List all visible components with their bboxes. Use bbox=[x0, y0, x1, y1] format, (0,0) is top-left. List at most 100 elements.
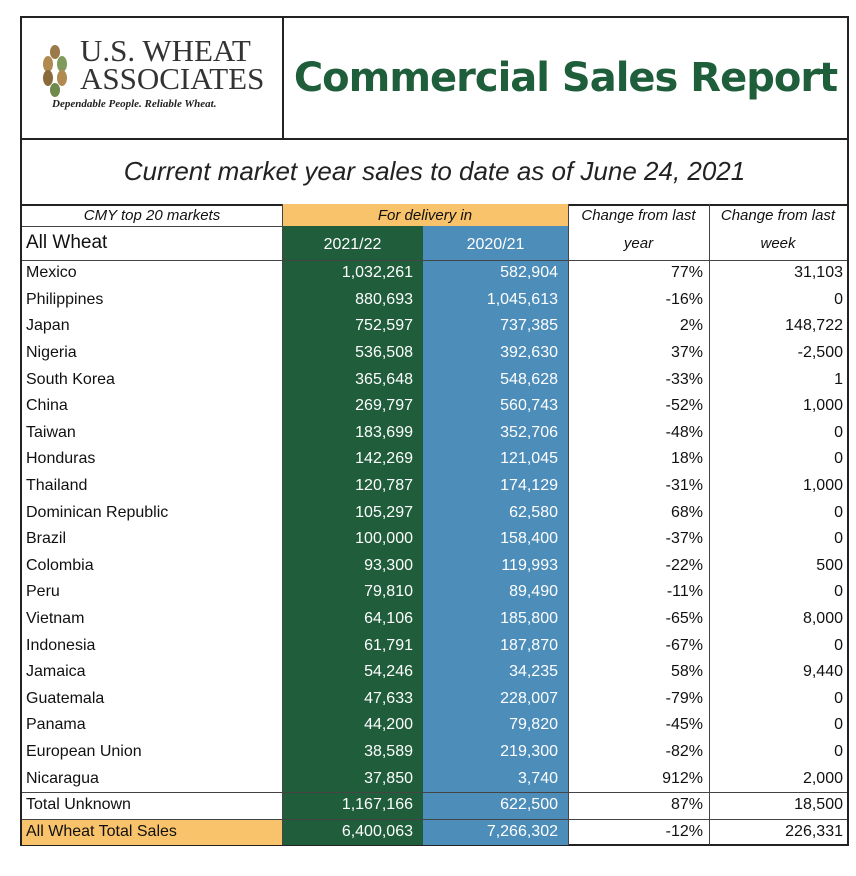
sales-2020-21: 219,300 bbox=[423, 738, 568, 766]
report-title: Commercial Sales Report bbox=[293, 55, 838, 101]
table-row: Indonesia 61,791 187,870 -67% 0 bbox=[22, 632, 847, 659]
change-from-last-week: 148,722 bbox=[785, 317, 843, 335]
sales-2021-22: 1,032,261 bbox=[282, 260, 423, 287]
table-row: Thailand 120,787 174,129 -31% 1,000 bbox=[22, 472, 847, 500]
market-name: Vietnam bbox=[26, 610, 85, 628]
market-name: Nicaragua bbox=[26, 769, 99, 787]
sales-2021-22: 752,597 bbox=[282, 313, 423, 340]
market-name: Peru bbox=[26, 583, 60, 601]
table-row: Brazil 100,000 158,400 -37% 0 bbox=[22, 526, 847, 553]
header-markets: CMY top 20 markets bbox=[83, 206, 221, 224]
change-from-last-week: 18,500 bbox=[794, 796, 843, 814]
sales-2020-21: 548,628 bbox=[423, 366, 568, 393]
change-from-last-year: 87% bbox=[670, 796, 703, 814]
change-from-last-year: -82% bbox=[665, 743, 703, 761]
change-from-last-year: -65% bbox=[665, 610, 703, 628]
market-name: Thailand bbox=[26, 477, 88, 495]
market-name: European Union bbox=[26, 743, 142, 761]
report-frame: U.S. WHEAT ASSOCIATES Dependable People.… bbox=[20, 16, 849, 846]
sales-2020-21: 352,706 bbox=[423, 419, 568, 447]
change-from-last-week: 0 bbox=[834, 503, 843, 521]
change-from-last-year: -11% bbox=[666, 583, 703, 601]
table-row: China 269,797 560,743 -52% 1,000 bbox=[22, 393, 847, 420]
change-from-last-week: 0 bbox=[834, 716, 843, 734]
divider bbox=[22, 818, 847, 820]
market-name: Honduras bbox=[26, 450, 96, 468]
table-row: Philippines 880,693 1,045,613 -16% 0 bbox=[22, 286, 847, 314]
sales-2021-22: 1,167,166 bbox=[282, 792, 423, 819]
market-name: Mexico bbox=[26, 264, 77, 282]
table-row: Taiwan 183,699 352,706 -48% 0 bbox=[22, 419, 847, 447]
market-name: Colombia bbox=[26, 556, 94, 574]
sales-2021-22: 64,106 bbox=[282, 605, 423, 633]
sales-2020-21: 174,129 bbox=[423, 472, 568, 500]
change-from-last-year: 2% bbox=[679, 317, 703, 335]
table-row: Jamaica 54,246 34,235 58% 9,440 bbox=[22, 659, 847, 686]
divider bbox=[709, 204, 710, 846]
sales-2020-21: 560,743 bbox=[423, 393, 568, 420]
table-row: Nicaragua 37,850 3,740 912% 2,000 bbox=[22, 765, 847, 792]
sales-2021-22: 269,797 bbox=[282, 393, 423, 420]
header-year-a: 2021/22 bbox=[282, 226, 423, 260]
change-from-last-year: 77% bbox=[670, 264, 703, 282]
sales-2020-21: 3,740 bbox=[423, 765, 568, 792]
sales-2020-21: 392,630 bbox=[423, 339, 568, 367]
change-from-last-week: 8,000 bbox=[802, 610, 843, 628]
header-for-delivery: For delivery in bbox=[282, 204, 568, 226]
table-row: Panama 44,200 79,820 -45% 0 bbox=[22, 712, 847, 739]
sales-2020-21: 158,400 bbox=[423, 526, 568, 553]
change-from-last-week: 1,000 bbox=[802, 397, 843, 415]
logo-tagline: Dependable People. Reliable Wheat. bbox=[52, 98, 217, 110]
sales-2020-21: 582,904 bbox=[423, 260, 568, 287]
sales-2020-21: 34,235 bbox=[423, 659, 568, 686]
change-from-last-week: 31,103 bbox=[794, 264, 843, 282]
header-change-year-line2: year bbox=[623, 235, 654, 252]
sales-2021-22: 536,508 bbox=[282, 339, 423, 367]
sales-2020-21: 185,800 bbox=[423, 605, 568, 633]
market-name: Dominican Republic bbox=[26, 503, 169, 521]
sales-2021-22: 120,787 bbox=[282, 472, 423, 500]
sales-2021-22: 100,000 bbox=[282, 526, 423, 553]
change-from-last-week: 0 bbox=[834, 290, 843, 308]
market-name: Taiwan bbox=[26, 423, 76, 441]
table-row: Japan 752,597 737,385 2% 148,722 bbox=[22, 313, 847, 340]
change-from-last-week: -2,500 bbox=[797, 344, 843, 362]
divider bbox=[22, 260, 847, 261]
sales-2020-21: 62,580 bbox=[423, 499, 568, 526]
change-from-last-week: 1,000 bbox=[802, 477, 843, 495]
header-category: All Wheat bbox=[26, 232, 108, 253]
market-name: Panama bbox=[26, 716, 86, 734]
header-row-2: All Wheat 2021/22 2020/21 year week bbox=[22, 226, 847, 260]
sales-2020-21: 187,870 bbox=[423, 632, 568, 659]
sales-2020-21: 1,045,613 bbox=[423, 286, 568, 314]
sales-2021-22: 37,850 bbox=[282, 765, 423, 792]
sales-2021-22: 6,400,063 bbox=[282, 818, 423, 846]
change-from-last-year: -22% bbox=[665, 556, 703, 574]
sales-2021-22: 105,297 bbox=[282, 499, 423, 526]
sales-2021-22: 183,699 bbox=[282, 419, 423, 447]
change-from-last-week: 226,331 bbox=[785, 822, 843, 840]
change-from-last-week: 0 bbox=[834, 689, 843, 707]
report-subtitle: Current market year sales to date as of … bbox=[22, 138, 847, 206]
market-name: South Korea bbox=[26, 370, 115, 388]
change-from-last-year: -67% bbox=[665, 636, 703, 654]
header-year-b: 2020/21 bbox=[423, 226, 568, 260]
total-unknown-row: Total Unknown 1,167,166 622,500 87% 18,500 bbox=[22, 792, 847, 819]
change-from-last-week: 1 bbox=[834, 370, 843, 388]
sales-2021-22: 47,633 bbox=[282, 685, 423, 713]
change-from-last-year: 58% bbox=[670, 663, 703, 681]
change-from-last-year: -37% bbox=[665, 530, 703, 548]
market-name: Indonesia bbox=[26, 636, 96, 654]
table-row: Peru 79,810 89,490 -11% 0 bbox=[22, 579, 847, 606]
sales-2020-21: 228,007 bbox=[423, 685, 568, 713]
market-name: Jamaica bbox=[26, 663, 86, 681]
table-row: Dominican Republic 105,297 62,580 68% 0 bbox=[22, 499, 847, 526]
change-from-last-week: 0 bbox=[834, 583, 843, 601]
table-row: Nigeria 536,508 392,630 37% -2,500 bbox=[22, 339, 847, 367]
market-name: Philippines bbox=[26, 290, 104, 308]
sales-2020-21: 622,500 bbox=[423, 792, 568, 819]
logo: U.S. WHEAT ASSOCIATES Dependable People.… bbox=[22, 18, 284, 138]
change-from-last-year: 68% bbox=[670, 503, 703, 521]
sales-2020-21: 121,045 bbox=[423, 446, 568, 473]
table-row: Colombia 93,300 119,993 -22% 500 bbox=[22, 552, 847, 580]
